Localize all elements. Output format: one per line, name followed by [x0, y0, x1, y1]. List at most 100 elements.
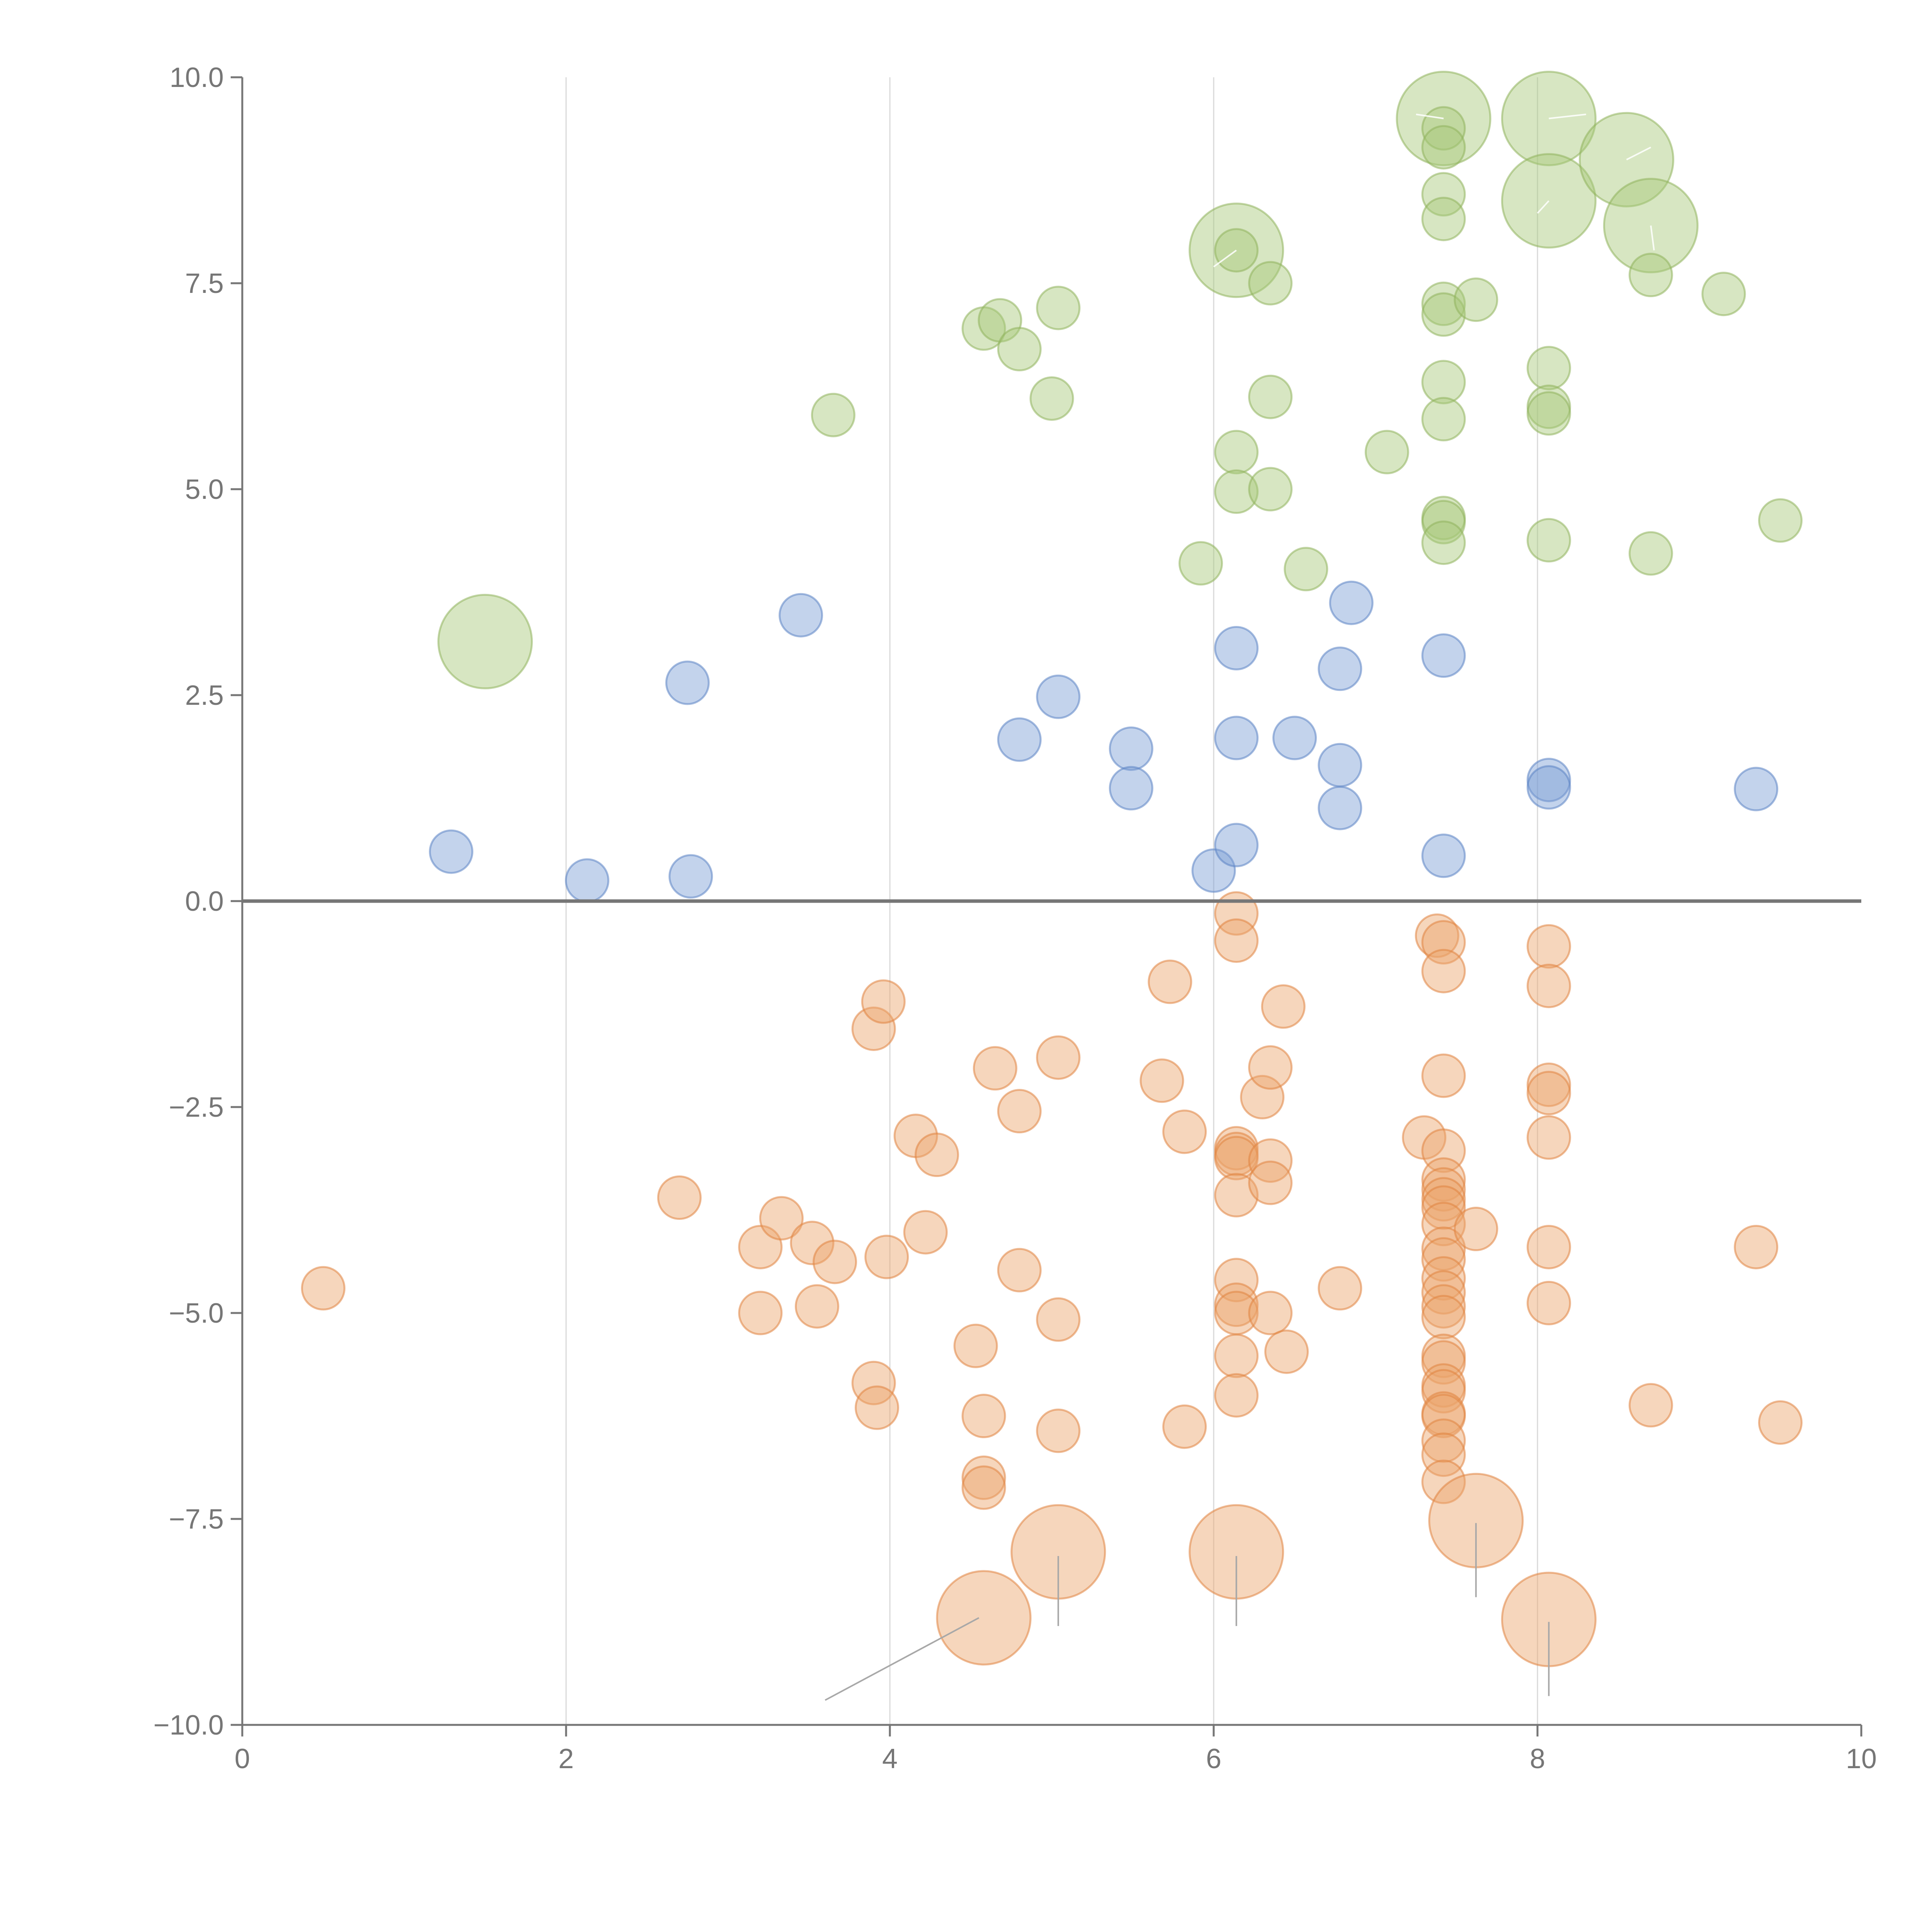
orange-bubble	[1214, 918, 1259, 963]
green-bubble	[1284, 547, 1328, 592]
green-bubble	[1526, 346, 1571, 391]
orange-bubble	[961, 1455, 1006, 1500]
x-tick-label: 2	[558, 1743, 574, 1774]
orange-bubble	[1214, 1258, 1259, 1303]
green-bubble	[1526, 518, 1571, 563]
green-bubble	[1214, 430, 1259, 474]
y-tick-label: −5.0	[169, 1298, 224, 1329]
orange-bubble	[1248, 1160, 1293, 1205]
y-tick-label: −7.5	[169, 1504, 224, 1535]
bubble-layer	[301, 71, 1803, 1667]
blue-bubble	[668, 854, 713, 899]
orange-bubble	[1454, 1207, 1498, 1252]
orange-bubble	[1162, 1404, 1207, 1449]
orange-bubble	[1526, 1225, 1571, 1269]
orange-bubble	[813, 1240, 857, 1284]
orange-bubble	[1526, 1281, 1571, 1325]
orange-bubble	[1214, 1173, 1259, 1218]
green-bubble	[1628, 531, 1673, 576]
orange-bubble	[1139, 1058, 1184, 1103]
orange-bubble	[1421, 1432, 1466, 1477]
blue-bubble	[1036, 674, 1081, 719]
orange-bubble	[1248, 1291, 1293, 1335]
bubble-label-line	[1549, 113, 1586, 119]
green-bubble	[997, 327, 1042, 372]
orange-bubble	[1421, 1053, 1466, 1098]
x-tick-label: 8	[1530, 1743, 1545, 1774]
green-bubble	[1421, 106, 1466, 151]
orange-bubble	[1214, 1373, 1259, 1418]
blue-bubble	[429, 829, 474, 874]
green-bubble	[1421, 197, 1466, 242]
blue-bubble	[997, 717, 1042, 762]
blue-bubble	[1318, 646, 1362, 691]
orange-bubble	[961, 1394, 1006, 1438]
blue-bubble	[1191, 848, 1236, 893]
orange-bubble	[851, 1006, 896, 1051]
y-tick-label: 5.0	[185, 474, 224, 505]
orange-bubble	[1421, 1202, 1466, 1247]
y-tick-label: 0.0	[185, 886, 224, 917]
orange-bubble	[915, 1133, 959, 1177]
orange-bubble	[1261, 984, 1306, 1029]
orange-bubble	[1214, 1136, 1259, 1180]
orange-bubble	[1421, 1418, 1466, 1463]
orange-bubble	[1421, 1369, 1466, 1414]
blue-bubble	[665, 660, 710, 705]
orange-bubble	[1421, 1270, 1466, 1315]
orange-bubble	[1758, 1400, 1803, 1445]
orange-bubble	[1421, 1185, 1466, 1230]
orange-bubble	[973, 1046, 1017, 1091]
blue-bubble	[1329, 580, 1374, 625]
leader-layer	[242, 113, 1861, 1701]
blue-bubble	[1318, 786, 1362, 830]
blue-bubble	[1421, 833, 1466, 878]
y-tick-label: −10.0	[153, 1710, 224, 1741]
green-bubble	[811, 393, 855, 437]
green-bubble	[1628, 253, 1673, 298]
orange-bubble	[1240, 1075, 1285, 1119]
leader-line	[825, 1617, 980, 1701]
orange-bubble	[1415, 913, 1459, 958]
blue-bubble	[1109, 726, 1153, 771]
blue-bubble	[565, 858, 609, 903]
blue-bubble	[779, 593, 823, 638]
orange-bubble	[1421, 1394, 1466, 1438]
orange-bubble	[1526, 964, 1571, 1009]
blue-bubble	[1214, 823, 1259, 867]
orange-bubble	[1421, 1237, 1466, 1282]
orange-bubble	[301, 1266, 345, 1311]
blue-bubble	[1214, 716, 1259, 760]
green-bubble	[1454, 277, 1498, 322]
orange-bubble	[1036, 1297, 1081, 1342]
green-bubble	[1248, 467, 1293, 512]
bubble-label-line	[1626, 146, 1651, 160]
orange-bubble	[1248, 1045, 1293, 1090]
orange-bubble	[759, 1196, 804, 1241]
orange-bubble	[1214, 1333, 1259, 1378]
y-tick-label: −2.5	[169, 1092, 224, 1123]
green-bubble	[1421, 125, 1466, 170]
orange-bubble	[997, 1248, 1042, 1293]
green-bubble	[1364, 430, 1409, 474]
blue-bubble	[1272, 716, 1317, 760]
blue-bubble	[1214, 626, 1259, 670]
green-bubble	[1758, 498, 1803, 543]
orange-bubble	[1162, 1109, 1207, 1154]
blue-bubble	[1109, 766, 1153, 811]
green-bubble	[1526, 391, 1571, 436]
orange-bubble	[1036, 1408, 1081, 1453]
y-tick-label: 10.0	[170, 62, 224, 93]
orange-bubble	[1036, 1035, 1081, 1080]
green-bubble	[1421, 281, 1466, 326]
bubble-label-line	[1650, 225, 1655, 250]
orange-bubble	[997, 1089, 1042, 1134]
bubble-label-line	[1213, 250, 1237, 267]
green-bubble	[1036, 286, 1081, 330]
orange-bubble	[1148, 959, 1192, 1004]
green-bubble	[1526, 384, 1571, 429]
green-bubble	[1421, 172, 1466, 217]
x-tick-label: 0	[235, 1743, 250, 1774]
orange-bubble	[1526, 924, 1571, 969]
orange-bubble	[854, 1385, 899, 1430]
